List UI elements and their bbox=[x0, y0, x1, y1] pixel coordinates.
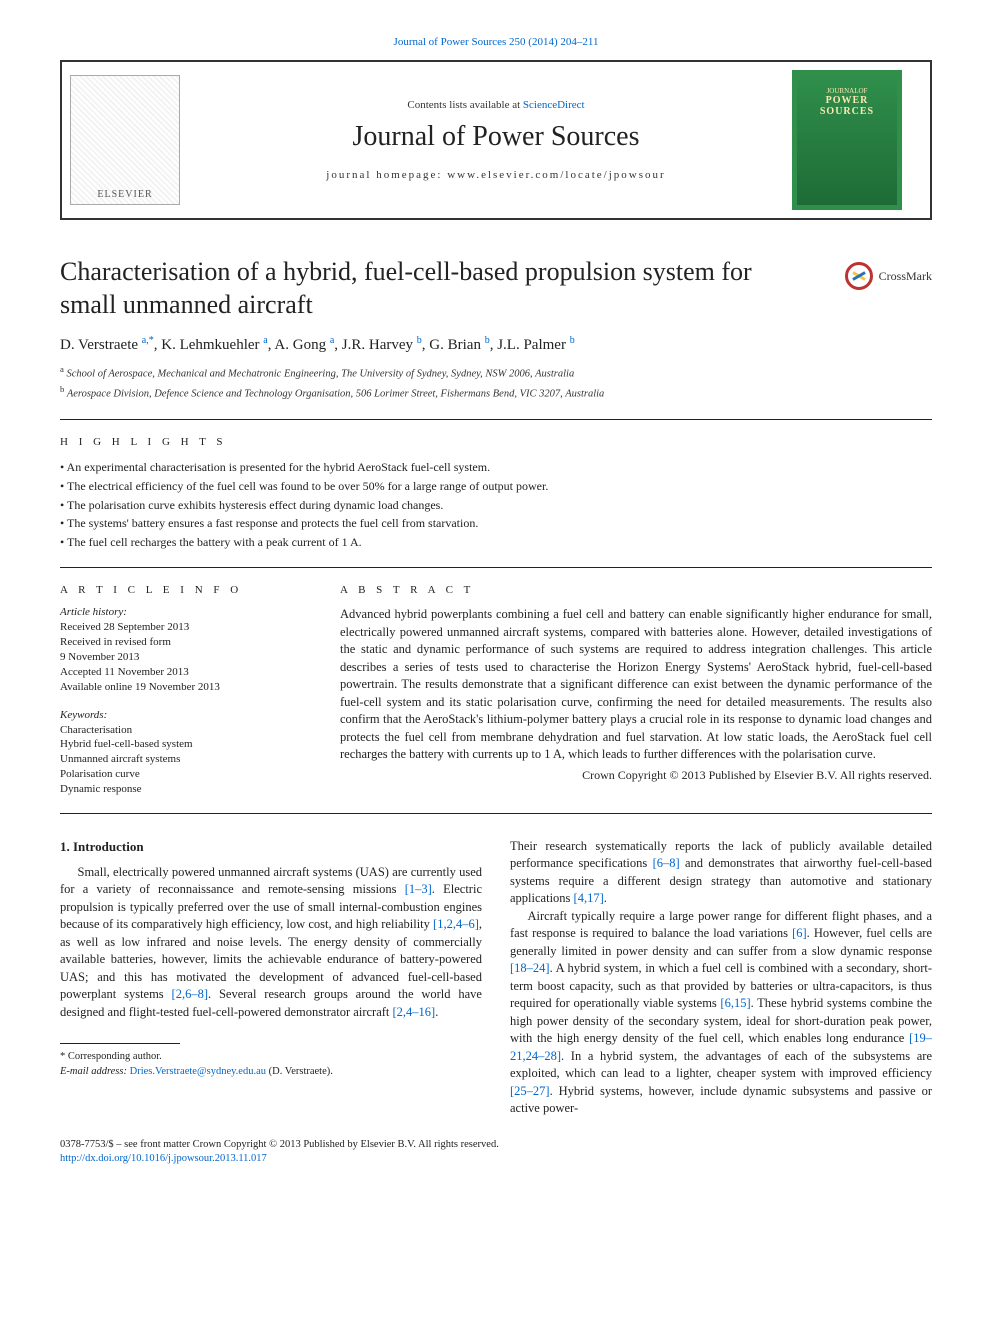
history-line: Accepted 11 November 2013 bbox=[60, 665, 310, 680]
body-text: . bbox=[435, 1005, 438, 1019]
highlight-item: An experimental characterisation is pres… bbox=[60, 458, 932, 477]
author-6-sup[interactable]: b bbox=[570, 335, 575, 346]
affil-a-text: School of Aerospace, Mechanical and Mech… bbox=[67, 369, 575, 380]
history-line: Available online 19 November 2013 bbox=[60, 680, 310, 695]
history-line: 9 November 2013 bbox=[60, 650, 310, 665]
affil-b-sup: b bbox=[60, 384, 64, 394]
email-suffix: (D. Verstraete). bbox=[269, 1066, 333, 1077]
ref-link[interactable]: [18–24] bbox=[510, 961, 550, 975]
ref-link[interactable]: [6,15] bbox=[720, 996, 750, 1010]
email-label: E-mail address: bbox=[60, 1066, 127, 1077]
ref-link[interactable]: [25–27] bbox=[510, 1084, 550, 1098]
footnote-separator bbox=[60, 1043, 180, 1044]
section-heading-1: 1. Introduction bbox=[60, 838, 482, 856]
rule-3 bbox=[60, 813, 932, 814]
email-link[interactable]: Dries.Verstraete@sydney.edu.au bbox=[130, 1066, 266, 1077]
availability-line: Contents lists available at ScienceDirec… bbox=[200, 99, 792, 111]
history-line: Received in revised form bbox=[60, 635, 310, 650]
corresponding-author-footnote: * Corresponding author. E-mail address: … bbox=[60, 1050, 482, 1078]
ref-link[interactable]: [4,17] bbox=[574, 891, 604, 905]
abstract-section: A B S T R A C T Advanced hybrid powerpla… bbox=[340, 584, 932, 796]
rule-1 bbox=[60, 419, 932, 420]
highlights-list: An experimental characterisation is pres… bbox=[60, 458, 932, 551]
crossmark-badge[interactable]: CrossMark bbox=[802, 262, 932, 290]
author-2: , K. Lehmkuehler bbox=[154, 337, 264, 353]
authors-line: D. Verstraete a,*, K. Lehmkuehler a, A. … bbox=[60, 335, 782, 354]
sciencedirect-link[interactable]: ScienceDirect bbox=[523, 99, 585, 111]
page-footer: 0378-7753/$ – see front matter Crown Cop… bbox=[60, 1138, 932, 1166]
body-paragraph-3: Aircraft typically require a large power… bbox=[510, 908, 932, 1118]
keyword: Characterisation bbox=[60, 723, 310, 738]
abstract-label: A B S T R A C T bbox=[340, 584, 932, 596]
article-info: A R T I C L E I N F O Article history: R… bbox=[60, 584, 310, 796]
journal-name: Journal of Power Sources bbox=[200, 121, 792, 153]
cover-line-2: POWER bbox=[826, 95, 869, 106]
doi-link[interactable]: http://dx.doi.org/10.1016/j.jpowsour.201… bbox=[60, 1153, 267, 1164]
journal-homepage: journal homepage: www.elsevier.com/locat… bbox=[200, 169, 792, 181]
author-1-sup[interactable]: a,* bbox=[142, 335, 154, 346]
body-text: . Hybrid systems, however, include dynam… bbox=[510, 1084, 932, 1116]
corr-author-label: * Corresponding author. bbox=[60, 1050, 482, 1064]
body-paragraph-1: Small, electrically powered unmanned air… bbox=[60, 864, 482, 1022]
publisher-logo-text: ELSEVIER bbox=[97, 189, 152, 200]
masthead-center: Contents lists available at ScienceDirec… bbox=[200, 99, 792, 181]
keyword: Polarisation curve bbox=[60, 767, 310, 782]
footer-copyright: 0378-7753/$ – see front matter Crown Cop… bbox=[60, 1138, 932, 1152]
ref-link[interactable]: [2,6–8] bbox=[172, 987, 208, 1001]
ref-link[interactable]: [1–3] bbox=[405, 882, 432, 896]
cover-line-1: JOURNALOF bbox=[827, 87, 868, 95]
body-text: . In a hybrid system, the advantages of … bbox=[510, 1049, 932, 1081]
article-header-right: CrossMark bbox=[802, 256, 932, 403]
availability-prefix: Contents lists available at bbox=[407, 99, 522, 111]
author-1: D. Verstraete bbox=[60, 337, 142, 353]
journal-masthead: ELSEVIER Contents lists available at Sci… bbox=[60, 60, 932, 220]
article-title: Characterisation of a hybrid, fuel-cell-… bbox=[60, 256, 782, 321]
ref-link[interactable]: [2,4–16] bbox=[393, 1005, 436, 1019]
rule-2 bbox=[60, 567, 932, 568]
keyword: Unmanned aircraft systems bbox=[60, 752, 310, 767]
body-paragraph-2: Their research systematically reports th… bbox=[510, 838, 932, 908]
highlights-section: H I G H L I G H T S An experimental char… bbox=[60, 436, 932, 551]
history-line: Received 28 September 2013 bbox=[60, 620, 310, 635]
keywords-label: Keywords: bbox=[60, 709, 310, 721]
highlight-item: The polarisation curve exhibits hysteres… bbox=[60, 496, 932, 515]
author-3: , A. Gong bbox=[268, 337, 330, 353]
body-columns: 1. Introduction Small, electrically powe… bbox=[60, 838, 932, 1118]
ref-link[interactable]: [6–8] bbox=[653, 856, 680, 870]
author-4: , J.R. Harvey bbox=[334, 337, 417, 353]
affil-b-text: Aerospace Division, Defence Science and … bbox=[67, 388, 604, 399]
ref-link[interactable]: [6] bbox=[792, 926, 807, 940]
abstract-copyright: Crown Copyright © 2013 Published by Else… bbox=[340, 768, 932, 783]
highlight-item: The electrical efficiency of the fuel ce… bbox=[60, 477, 932, 496]
author-6: , J.L. Palmer bbox=[490, 337, 570, 353]
affiliation-b: b Aerospace Division, Defence Science an… bbox=[60, 384, 782, 402]
affiliation-a: a School of Aerospace, Mechanical and Me… bbox=[60, 364, 782, 382]
cover-line-3: SOURCES bbox=[820, 106, 874, 117]
info-abstract-grid: A R T I C L E I N F O Article history: R… bbox=[60, 584, 932, 796]
keyword: Dynamic response bbox=[60, 782, 310, 797]
article-header-left: Characterisation of a hybrid, fuel-cell-… bbox=[60, 256, 782, 403]
publisher-logo: ELSEVIER bbox=[70, 75, 180, 205]
highlight-item: The systems' battery ensures a fast resp… bbox=[60, 514, 932, 533]
crossmark-icon bbox=[845, 262, 873, 290]
ref-link[interactable]: [1,2,4–6] bbox=[433, 917, 479, 931]
journal-cover-thumbnail: JOURNALOF POWER SOURCES bbox=[792, 70, 902, 210]
citation-link-container: Journal of Power Sources 250 (2014) 204–… bbox=[60, 36, 932, 48]
affil-a-sup: a bbox=[60, 364, 64, 374]
article-info-label: A R T I C L E I N F O bbox=[60, 584, 310, 596]
history-label: Article history: bbox=[60, 606, 310, 618]
author-5: , G. Brian bbox=[422, 337, 485, 353]
body-text: . bbox=[604, 891, 607, 905]
highlight-item: The fuel cell recharges the battery with… bbox=[60, 533, 932, 552]
keyword: Hybrid fuel-cell-based system bbox=[60, 737, 310, 752]
crossmark-label: CrossMark bbox=[879, 269, 932, 284]
highlights-label: H I G H L I G H T S bbox=[60, 436, 932, 448]
citation-link[interactable]: Journal of Power Sources 250 (2014) 204–… bbox=[394, 36, 599, 48]
abstract-text: Advanced hybrid powerplants combining a … bbox=[340, 606, 932, 764]
